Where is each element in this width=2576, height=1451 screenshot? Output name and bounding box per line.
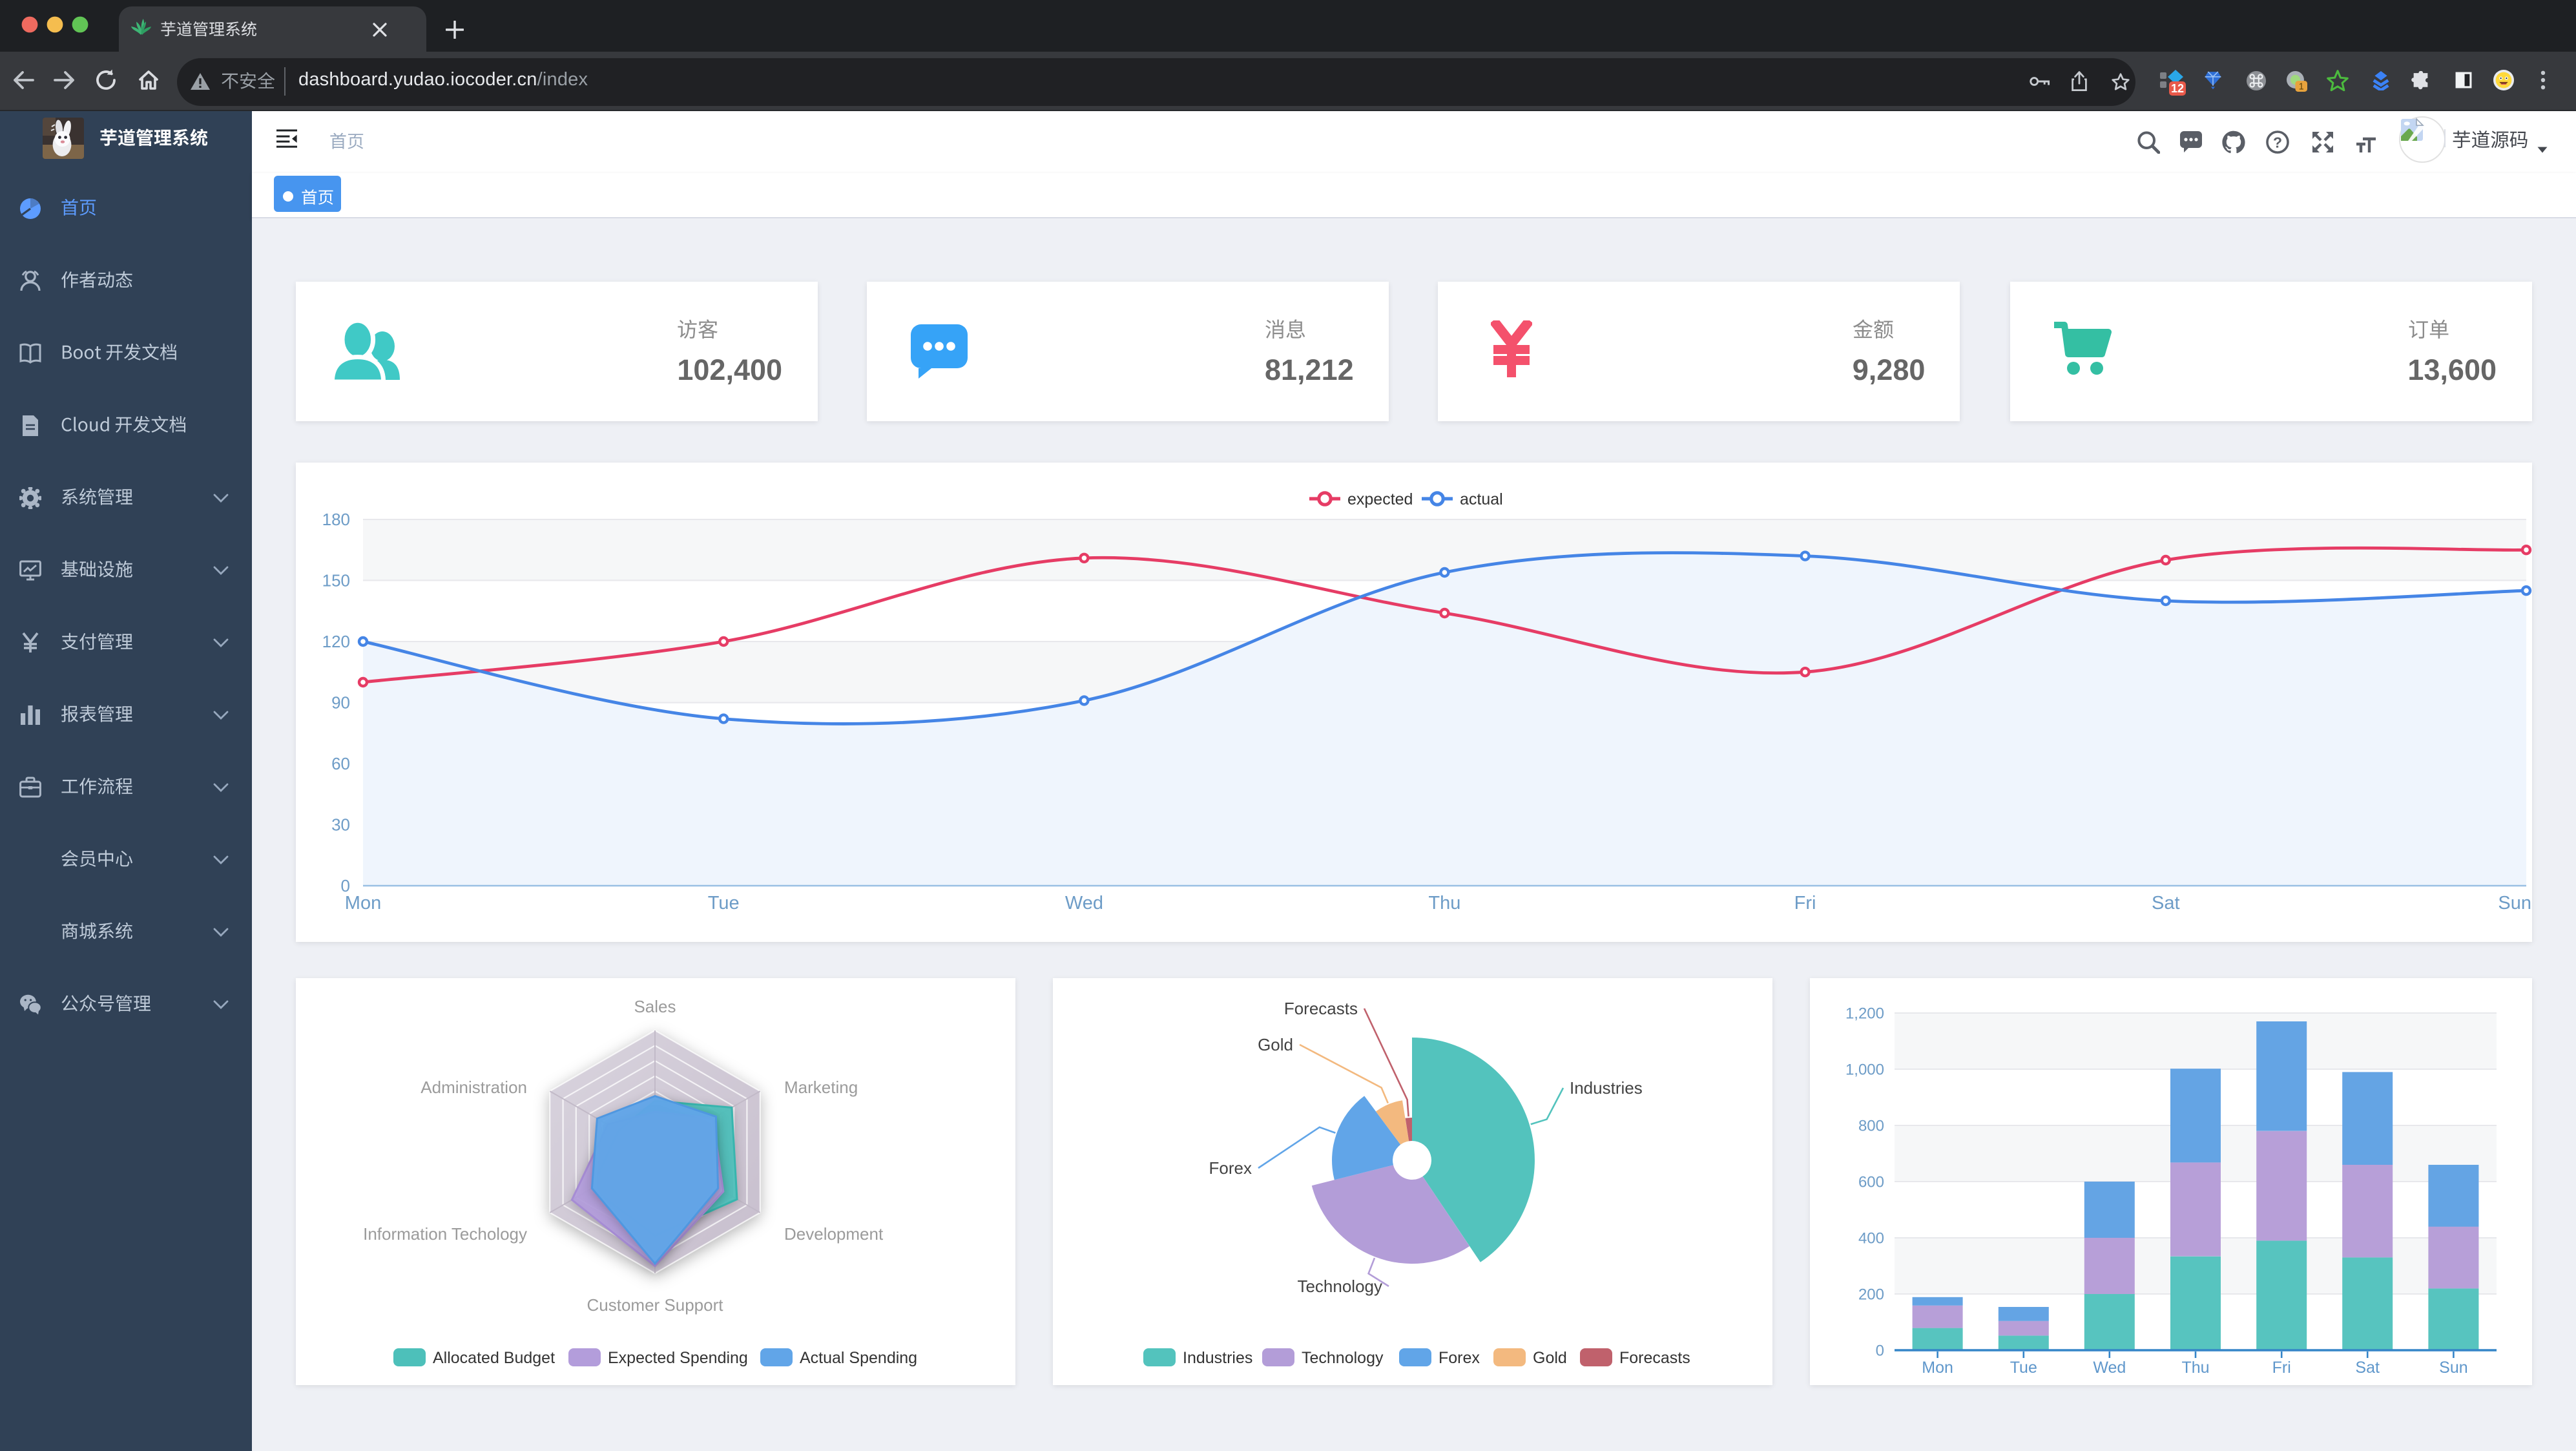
svg-text:Gold: Gold <box>1258 1034 1293 1054</box>
svg-text:12: 12 <box>2171 82 2184 95</box>
svg-text:0: 0 <box>340 875 349 895</box>
svg-text:Development: Development <box>784 1224 883 1243</box>
svg-text:Forex: Forex <box>1439 1348 1480 1366</box>
svg-text:Expected Spending: Expected Spending <box>607 1348 747 1366</box>
svg-text:1: 1 <box>2298 81 2303 91</box>
svg-text:Technology: Technology <box>1302 1348 1384 1366</box>
svg-text:180: 180 <box>322 509 349 528</box>
svg-text:Sat: Sat <box>2151 892 2179 913</box>
svg-text:120: 120 <box>322 631 349 651</box>
svg-text:Forecasts: Forecasts <box>1284 998 1358 1018</box>
svg-text:Forex: Forex <box>1209 1158 1252 1177</box>
svg-text:expected: expected <box>1347 490 1412 508</box>
svg-text:Forecasts: Forecasts <box>1619 1348 1690 1366</box>
svg-text:?: ? <box>2273 134 2282 151</box>
svg-text:Thu: Thu <box>1428 892 1460 913</box>
svg-text:200: 200 <box>1858 1286 1884 1303</box>
svg-text:Tue: Tue <box>707 892 739 913</box>
svg-text:150: 150 <box>322 570 349 590</box>
svg-text:Mon: Mon <box>344 892 380 913</box>
svg-text:Thu: Thu <box>2181 1358 2209 1376</box>
svg-text:Information Techology: Information Techology <box>362 1224 526 1243</box>
svg-text:30: 30 <box>331 815 349 834</box>
svg-text:600: 600 <box>1858 1173 1884 1191</box>
svg-text:Sales: Sales <box>633 996 675 1016</box>
svg-text:Wed: Wed <box>1065 892 1103 913</box>
svg-text:400: 400 <box>1858 1229 1884 1247</box>
svg-text:1,200: 1,200 <box>1845 1005 1884 1022</box>
svg-text:Industries: Industries <box>1570 1078 1643 1097</box>
svg-text:1,000: 1,000 <box>1845 1061 1884 1078</box>
svg-text:Marketing: Marketing <box>784 1077 857 1096</box>
svg-text:Gold: Gold <box>1533 1348 1567 1366</box>
svg-text:Allocated Budget: Allocated Budget <box>432 1348 554 1366</box>
svg-text:0: 0 <box>1876 1342 1884 1359</box>
svg-text:Fri: Fri <box>1794 892 1816 913</box>
svg-text:Administration: Administration <box>420 1077 526 1096</box>
svg-text:60: 60 <box>331 753 349 773</box>
svg-text:Wed: Wed <box>2093 1358 2126 1376</box>
svg-text:Tue: Tue <box>2010 1358 2037 1376</box>
svg-text:Industries: Industries <box>1183 1348 1252 1366</box>
svg-text:800: 800 <box>1858 1117 1884 1134</box>
svg-text:Sat: Sat <box>2355 1358 2380 1376</box>
svg-text:Sun: Sun <box>2497 892 2531 913</box>
svg-text:Fri: Fri <box>2272 1358 2291 1376</box>
svg-text:Mon: Mon <box>1922 1358 1953 1376</box>
svg-text:actual: actual <box>1459 490 1502 508</box>
svg-text:Technology: Technology <box>1297 1276 1382 1295</box>
svg-text:Customer Support: Customer Support <box>587 1295 723 1314</box>
svg-text:Sun: Sun <box>2439 1358 2467 1376</box>
svg-text:90: 90 <box>331 692 349 711</box>
svg-text:Actual Spending: Actual Spending <box>799 1348 917 1366</box>
